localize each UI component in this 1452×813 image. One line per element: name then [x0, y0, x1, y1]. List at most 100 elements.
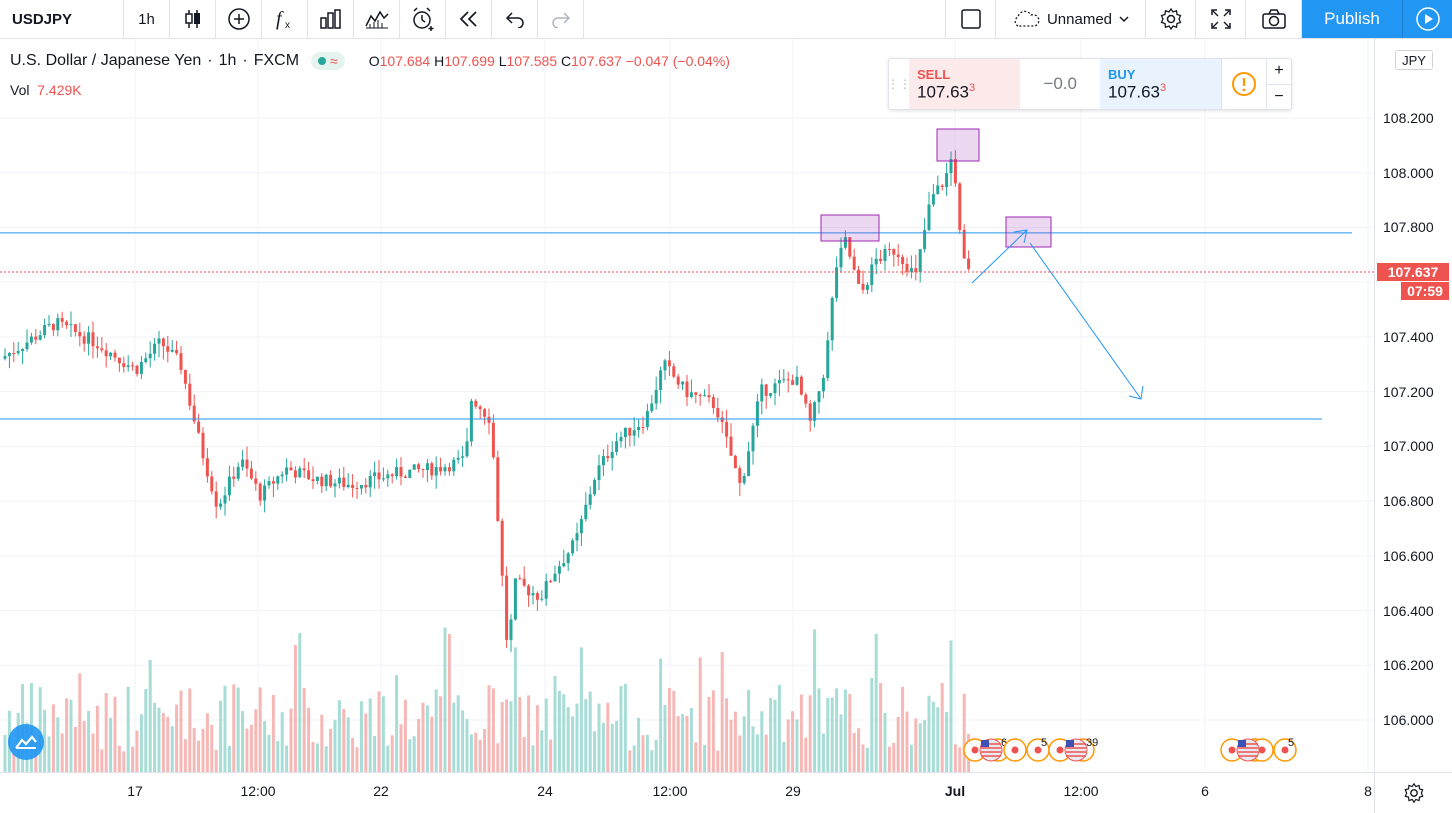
trading-panel: ⋮⋮ SELL 107.633 −0.0 BUY 107.633 + − [887, 58, 1292, 110]
undo-icon[interactable] [492, 0, 538, 38]
volume-bar [395, 675, 399, 772]
svg-text:x: x [285, 20, 290, 31]
volume-bar [698, 657, 702, 772]
candle-body [703, 395, 707, 397]
volume-bar [795, 719, 799, 772]
sell-button[interactable]: SELL 107.633 [909, 59, 1021, 109]
layout-name-button[interactable]: Unnamed [996, 0, 1146, 38]
volume-bar [236, 687, 240, 772]
candle-body [469, 400, 473, 442]
volume-bar [707, 696, 711, 772]
price-axis[interactable]: JPY 108.200 108.000 107.800 107.400 107.200 1… [1374, 39, 1452, 772]
candle-body [839, 247, 843, 268]
volume-bar [381, 696, 385, 772]
candle-body [892, 249, 896, 255]
candle-body [302, 468, 306, 471]
price-axis-label: 107.200 [1383, 383, 1434, 400]
publish-button[interactable]: Publish [1302, 0, 1402, 38]
legend-symbol-title[interactable]: U.S. Dollar / Japanese Yen [10, 52, 202, 69]
volume-bar [153, 702, 157, 772]
candle-body [465, 441, 469, 457]
candle-body [399, 467, 403, 477]
candle-body [527, 585, 531, 596]
candle-body [544, 581, 548, 599]
camera-icon[interactable] [1246, 0, 1302, 38]
interval-button[interactable]: 1h [124, 0, 170, 38]
candle-body [65, 321, 69, 326]
time-axis-label: 12:00 [652, 783, 688, 799]
replay-icon[interactable] [446, 0, 492, 38]
current-price-label: 107.637 [1377, 263, 1449, 282]
fullscreen-icon[interactable] [1196, 0, 1246, 38]
candle-body [817, 391, 821, 403]
settings-icon[interactable] [1146, 0, 1196, 38]
volume-bar [320, 714, 324, 772]
volume-bar [267, 734, 271, 772]
candle-body [826, 340, 830, 378]
alert-icon[interactable] [400, 0, 446, 38]
drag-handle-icon[interactable]: ⋮⋮ [887, 77, 911, 91]
volume-bar [478, 739, 482, 772]
tradingview-logo-icon[interactable] [8, 724, 44, 760]
redo-icon[interactable] [538, 0, 584, 38]
volume-bar [505, 699, 509, 772]
legend-status-pill[interactable]: ≈ [311, 52, 345, 70]
buy-button[interactable]: BUY 107.633 [1100, 59, 1222, 109]
volume-bar [346, 717, 350, 772]
volume-bar [813, 629, 817, 772]
volume-bar [3, 734, 7, 772]
ohlc-values: O107.684 H107.699 L107.585 C107.637 −0.0… [369, 53, 730, 69]
warning-icon[interactable] [1221, 59, 1266, 109]
candle-body [452, 459, 456, 472]
price-axis-label: 106.000 [1383, 712, 1434, 728]
candle-body [368, 475, 372, 488]
play-icon[interactable] [1402, 0, 1452, 38]
price-chart[interactable]: 653925 [0, 39, 1374, 772]
sell-price-pip: 3 [969, 82, 976, 94]
time-axis-label: 6 [1201, 783, 1209, 799]
volume-bar [91, 733, 95, 772]
chart-settings-icon[interactable] [1374, 772, 1452, 813]
volume-bar [104, 692, 108, 772]
candle-body [324, 474, 328, 487]
currency-badge[interactable]: JPY [1395, 50, 1433, 70]
volume-bar [892, 742, 896, 772]
time-axis-label: 29 [785, 783, 801, 799]
volume-bar [496, 743, 500, 772]
chart-pane[interactable]: 653925 [0, 39, 1374, 772]
volume-bar [522, 737, 526, 772]
compare-icon[interactable] [354, 0, 400, 38]
time-axis[interactable]: 17 12:00 22 24 12:00 29 Jul 12:00 6 8 [0, 772, 1374, 813]
volume-bar [513, 647, 517, 772]
volume-bar [553, 676, 557, 772]
bar-chart-icon[interactable] [308, 0, 354, 38]
volume-bar [518, 696, 522, 772]
symbol-search-button[interactable]: USDJPY [0, 0, 124, 38]
square-icon[interactable] [946, 0, 996, 38]
volume-bar [645, 734, 649, 772]
volume-bar [223, 685, 227, 772]
volume-bar [368, 698, 372, 772]
candle-body [751, 425, 755, 452]
add-indicator-icon[interactable] [216, 0, 262, 38]
decrease-quantity-button[interactable]: − [1274, 87, 1284, 105]
volume-bar [597, 703, 601, 772]
volume-bar [527, 695, 531, 772]
market-open-dot [318, 57, 327, 65]
volume-bar [161, 713, 165, 772]
volume-legend: Vol 7.429K [10, 82, 82, 98]
increase-quantity-button[interactable]: + [1267, 59, 1292, 85]
volume-bar [593, 731, 597, 772]
event-dot [1228, 746, 1236, 754]
candle-body [236, 466, 240, 479]
candles-icon[interactable] [170, 0, 216, 38]
candle-body [117, 357, 121, 364]
candle-body [179, 353, 183, 371]
volume-bar [179, 690, 183, 772]
candle-body [311, 479, 315, 482]
candle-body [333, 483, 337, 487]
buy-label: BUY [1108, 67, 1136, 82]
candle-body [821, 377, 825, 392]
volume-bar [839, 714, 843, 772]
